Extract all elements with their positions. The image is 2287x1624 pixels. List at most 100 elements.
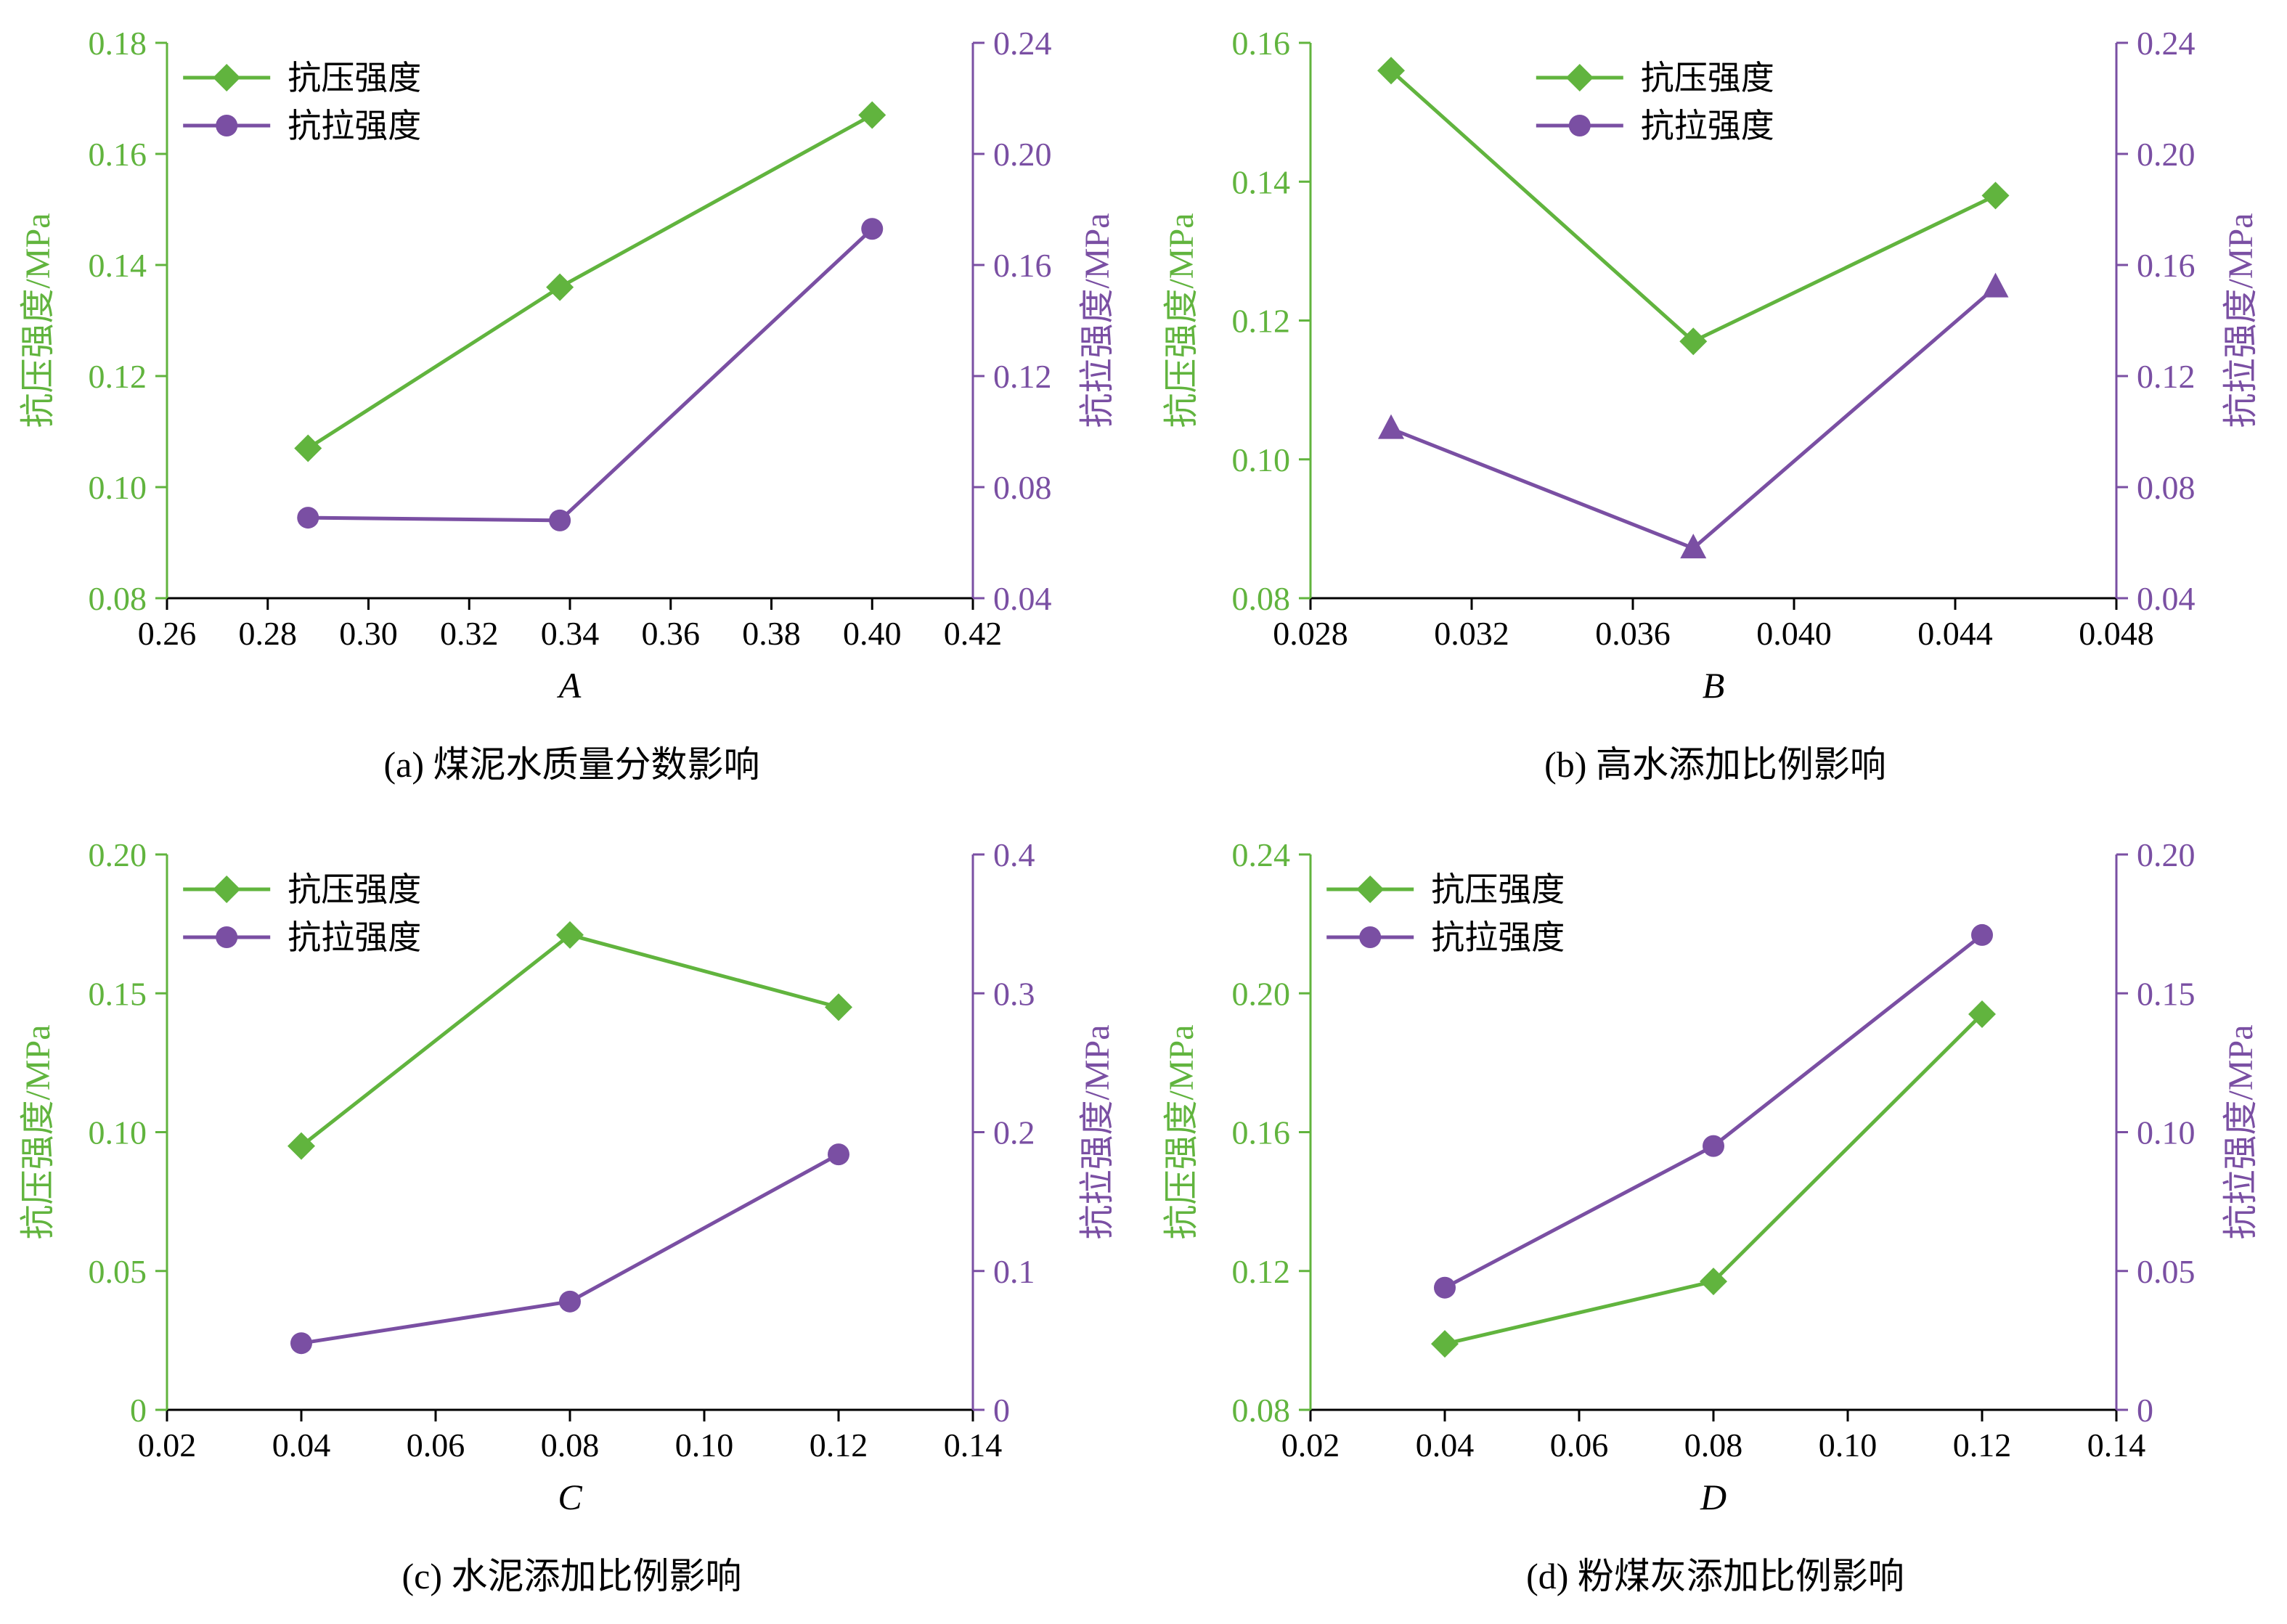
chart-a: 0.26 0.28 0.30 0.32 0.34 0.36 0.38 0.40 0.42 0.08… <box>19 25 1117 706</box>
diamond-marker <box>546 273 574 301</box>
diamond-marker <box>288 1132 315 1160</box>
x-tick-label: 0.34 <box>541 615 600 652</box>
left-y-tick-label: 0.20 <box>1232 975 1291 1012</box>
caption-a: (a) 煤泥水质量分数影响 <box>383 744 760 785</box>
left-y-tick-label: 0 <box>130 1392 147 1429</box>
diamond-marker <box>1981 181 2010 210</box>
circle-marker <box>828 1143 849 1166</box>
left-y-tick-label: 0.14 <box>89 247 147 284</box>
diamond-marker <box>825 993 852 1021</box>
chart-b: 0.028 0.032 0.036 0.040 0.044 0.048 0.08 0.10 0.… <box>1162 25 2260 706</box>
right-y-tick-label: 0.2 <box>993 1114 1035 1151</box>
left-y-tick-label: 0.16 <box>89 136 147 173</box>
x-tick-label: 0.032 <box>1434 615 1509 652</box>
axes: 0.02 0.04 0.06 0.08 0.10 0.12 0.14 0.08 0.12 0.16… <box>1232 836 2196 1464</box>
series-tensile <box>297 218 884 531</box>
left-y-tick-label: 0.08 <box>89 580 147 617</box>
x-tick-label: 0.044 <box>1917 615 1993 652</box>
x-tick-label: 0.28 <box>239 615 298 652</box>
diamond-marker <box>1356 876 1385 903</box>
left-y-axis-title: 抗压强度/MPa <box>1162 213 1201 428</box>
circle-marker <box>297 507 319 529</box>
x-tick-label: 0.04 <box>272 1427 331 1464</box>
circle-marker <box>1359 926 1382 948</box>
series-compressive <box>288 921 852 1160</box>
triangle-marker <box>1982 272 2009 298</box>
circle-marker <box>861 218 884 240</box>
x-tick-label: 0.12 <box>1953 1427 2012 1464</box>
series-tensile <box>290 1143 849 1355</box>
diamond-marker <box>1431 1330 1459 1358</box>
left-y-tick-label: 0.05 <box>89 1253 147 1290</box>
circle-marker <box>1703 1135 1724 1157</box>
right-y-tick-label: 0.04 <box>2137 580 2196 617</box>
x-tick-label: 0.36 <box>642 615 701 652</box>
left-y-axis-title: 抗压强度/MPa <box>19 1024 57 1239</box>
diamond-marker <box>1968 1000 1996 1028</box>
x-tick-label: 0.10 <box>1819 1427 1878 1464</box>
right-y-tick-label: 0 <box>993 1392 1010 1429</box>
left-y-axis-title: 抗压强度/MPa <box>1162 1024 1201 1239</box>
right-y-tick-label: 0.20 <box>2137 136 2196 173</box>
chart-c: 0.02 0.04 0.06 0.08 0.10 0.12 0.1400.050.100.1… <box>19 836 1117 1517</box>
x-tick-label: 0.02 <box>1281 1427 1340 1464</box>
caption-b: (b) 高水添加比例影响 <box>1544 744 1886 785</box>
circle-marker <box>290 1332 312 1355</box>
subplot-d: 0.02 0.04 0.06 0.08 0.10 0.12 0.14 0.08 0.12 0.16… <box>1144 812 2287 1624</box>
x-tick-label: 0.040 <box>1756 615 1832 652</box>
x-axis-title: C <box>558 1477 582 1517</box>
diamond-marker <box>1700 1268 1727 1296</box>
left-y-tick-label: 0.10 <box>89 469 147 506</box>
left-y-tick-label: 0.10 <box>1232 441 1291 478</box>
right-y-tick-label: 0.3 <box>993 975 1035 1012</box>
right-y-tick-label: 0.08 <box>2137 469 2196 506</box>
caption-c: (c) 水泥添加比例影响 <box>401 1556 742 1596</box>
x-tick-label: 0.036 <box>1595 615 1671 652</box>
x-tick-label: 0.14 <box>2087 1427 2146 1464</box>
x-tick-label: 0.06 <box>407 1427 465 1464</box>
diamond-marker <box>1565 64 1594 91</box>
subplot-b: 0.028 0.032 0.036 0.040 0.044 0.048 0.08 0.10 0.… <box>1144 0 2287 812</box>
diamond-marker <box>858 101 886 129</box>
right-y-axis-title: 抗拉强度/MPa <box>2222 1024 2260 1239</box>
circle-marker <box>216 115 238 136</box>
x-tick-label: 0.12 <box>810 1427 868 1464</box>
chart-d: 0.02 0.04 0.06 0.08 0.10 0.12 0.14 0.08 0.12 0.16… <box>1162 836 2260 1517</box>
legend-label: 抗拉强度 <box>288 107 421 144</box>
x-tick-label: 0.38 <box>742 615 801 652</box>
axes: 0.02 0.04 0.06 0.08 0.10 0.12 0.1400.050.100.1… <box>89 836 1035 1464</box>
x-tick-label: 0.048 <box>2079 615 2154 652</box>
right-y-tick-label: 0.16 <box>2137 247 2196 284</box>
right-y-tick-label: 0.10 <box>2137 1114 2196 1151</box>
x-tick-label: 0.06 <box>1550 1427 1609 1464</box>
left-y-tick-label: 0.12 <box>89 358 147 395</box>
diamond-marker <box>213 64 241 91</box>
circle-marker <box>216 926 238 948</box>
legend-label: 抗拉强度 <box>288 919 421 956</box>
right-y-tick-label: 0.08 <box>993 469 1052 506</box>
x-axis-title: A <box>557 665 582 706</box>
right-y-tick-label: 0.20 <box>993 136 1052 173</box>
circle-marker <box>1434 1276 1456 1299</box>
right-y-tick-label: 0.12 <box>2137 358 2196 395</box>
right-y-tick-label: 0.05 <box>2137 1253 2196 1290</box>
left-y-tick-label: 0.24 <box>1232 836 1291 873</box>
diamond-marker <box>213 876 241 903</box>
x-tick-label: 0.42 <box>944 615 1003 652</box>
right-y-tick-label: 0.24 <box>2137 25 2196 62</box>
right-y-axis-title: 抗拉强度/MPa <box>1078 213 1117 428</box>
subplot-a: 0.26 0.28 0.30 0.32 0.34 0.36 0.38 0.40 0.42 0.08… <box>0 0 1144 812</box>
subplot-c: 0.02 0.04 0.06 0.08 0.10 0.12 0.14 0 0.05 0.10 0.1… <box>0 812 1144 1624</box>
axes: 0.26 0.28 0.30 0.32 0.34 0.36 0.38 0.40 0.42 0.08… <box>89 25 1052 652</box>
left-y-tick-label: 0.20 <box>89 836 147 873</box>
x-tick-label: 0.10 <box>675 1427 734 1464</box>
left-y-tick-label: 0.08 <box>1232 1392 1291 1429</box>
diamond-marker <box>1679 327 1708 356</box>
left-y-tick-label: 0.16 <box>1232 1114 1291 1151</box>
series-tensile <box>1434 923 1993 1299</box>
x-tick-label: 0.02 <box>138 1427 197 1464</box>
